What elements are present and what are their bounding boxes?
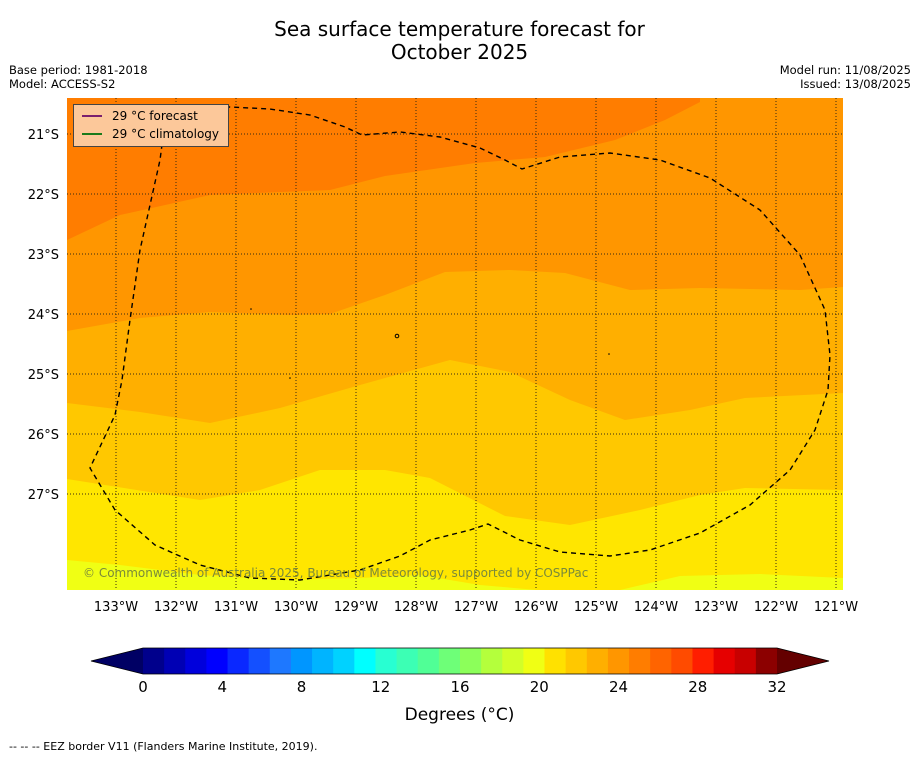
band-21-22 <box>67 560 843 590</box>
colorbar-segment <box>586 648 609 674</box>
colorbar-ticks: 0 4 8 12 16 20 24 28 32 <box>138 678 786 696</box>
colorbar-segment <box>481 648 503 674</box>
island <box>394 333 400 339</box>
colorbar-segment <box>290 648 313 674</box>
colorbar-segment <box>438 648 461 674</box>
colorbar-segment <box>248 648 271 674</box>
lon-label: 126°W <box>514 600 558 615</box>
colorbar-segment <box>227 648 250 674</box>
colorbar-tick-label: 24 <box>609 678 628 696</box>
lon-label: 133°W <box>94 600 138 615</box>
colorbar-tick-label: 16 <box>450 678 469 696</box>
colorbar-outline <box>90 647 830 675</box>
colorbar-tick-label: 20 <box>530 678 549 696</box>
colorbar-tick-label: 4 <box>217 678 227 696</box>
colorbar-segment <box>354 648 376 674</box>
title-line-1: Sea surface temperature forecast for <box>274 17 645 41</box>
lon-label: 132°W <box>154 600 198 615</box>
island <box>250 308 252 310</box>
lat-label: 22°S <box>28 188 59 203</box>
model-run: Model run: 11/08/2025 <box>779 63 911 77</box>
island <box>608 353 610 355</box>
lon-label: 129°W <box>334 600 378 615</box>
colorbar-segment <box>671 648 693 674</box>
colorbar-segment <box>164 648 186 674</box>
lon-label: 121°W <box>814 600 858 615</box>
colorbar-segment <box>143 648 165 674</box>
colorbar-segment <box>713 648 736 674</box>
lat-label: 26°S <box>28 428 59 443</box>
colorbar-segment <box>396 648 419 674</box>
colorbar-segment <box>417 648 440 674</box>
colorbar-segment <box>460 648 482 674</box>
colorbar-segment <box>269 648 292 674</box>
lon-label: 123°W <box>694 600 738 615</box>
longitude-labels: 133°W 132°W 131°W 130°W 129°W 128°W 127°… <box>94 600 858 615</box>
legend-forecast: 29 °C forecast <box>82 108 198 124</box>
colorbar-segment <box>607 648 630 674</box>
lat-label: 24°S <box>28 308 59 323</box>
lat-label: 25°S <box>28 368 59 383</box>
colorbar-tick-label: 28 <box>688 678 707 696</box>
colorbar-label: Degrees (°C) <box>404 705 515 725</box>
latitude-labels: 21°S 22°S 23°S 24°S 25°S 26°S 27°S <box>28 128 59 503</box>
legend-forecast-label: 29 °C forecast <box>112 109 198 123</box>
colorbar-segment <box>312 648 334 674</box>
colorbar-segment <box>565 648 588 674</box>
map-title: Sea surface temperature forecast for Oct… <box>0 18 919 64</box>
colorbar-segment <box>185 648 207 674</box>
model-name: Model: ACCESS-S2 <box>9 77 116 91</box>
graticule <box>67 98 843 590</box>
colorbar-tick-label: 32 <box>767 678 786 696</box>
lon-label: 127°W <box>454 600 498 615</box>
colorbar-segment <box>375 648 398 674</box>
colorbar-segment <box>629 648 651 674</box>
climatology-line-swatch <box>82 133 102 135</box>
lon-label: 122°W <box>754 600 798 615</box>
colorbar-segment <box>544 648 567 674</box>
colorbar <box>90 647 830 675</box>
eez-border <box>89 106 831 581</box>
colorbar-segment <box>650 648 672 674</box>
forecast-line-swatch <box>82 115 102 117</box>
legend-climatology: 29 °C climatology <box>82 126 219 142</box>
lon-label: 131°W <box>214 600 258 615</box>
lon-label: 125°W <box>574 600 618 615</box>
lat-label: 21°S <box>28 128 59 143</box>
map-legend: 29 °C forecast 29 °C climatology <box>73 104 229 147</box>
colorbar-segment <box>734 648 757 674</box>
lat-label: 23°S <box>28 248 59 263</box>
colorbar-segment <box>333 648 355 674</box>
colorbar-tick-label: 0 <box>138 678 148 696</box>
island <box>289 377 291 379</box>
colorbar-segment <box>502 648 524 674</box>
colorbar-segment <box>523 648 546 674</box>
lon-label: 124°W <box>634 600 678 615</box>
colorbar-tick-label: 12 <box>371 678 390 696</box>
lon-label: 130°W <box>274 600 318 615</box>
meta-right: Model run: 11/08/2025 Issued: 13/08/2025 <box>780 63 911 91</box>
lon-label: 128°W <box>394 600 438 615</box>
footer-note: -- -- -- EEZ border V11 (Flanders Marine… <box>9 740 318 753</box>
colorbar-segment <box>206 648 229 674</box>
sst-contour-map <box>67 98 843 590</box>
legend-climatology-label: 29 °C climatology <box>112 127 220 141</box>
colorbar-segment <box>692 648 715 674</box>
colorbar-low-extend <box>91 648 143 674</box>
base-period: Base period: 1981-2018 <box>9 63 148 77</box>
copyright-notice: © Commonwealth of Australia 2025, Bureau… <box>83 566 589 580</box>
meta-left: Base period: 1981-2018 Model: ACCESS-S2 <box>9 63 148 91</box>
colorbar-high-extend <box>777 648 829 674</box>
issued-date: Issued: 13/08/2025 <box>800 77 911 91</box>
lat-label: 27°S <box>28 488 59 503</box>
title-line-2: October 2025 <box>390 40 529 64</box>
colorbar-segment <box>755 648 778 674</box>
colorbar-tick-label: 8 <box>297 678 307 696</box>
